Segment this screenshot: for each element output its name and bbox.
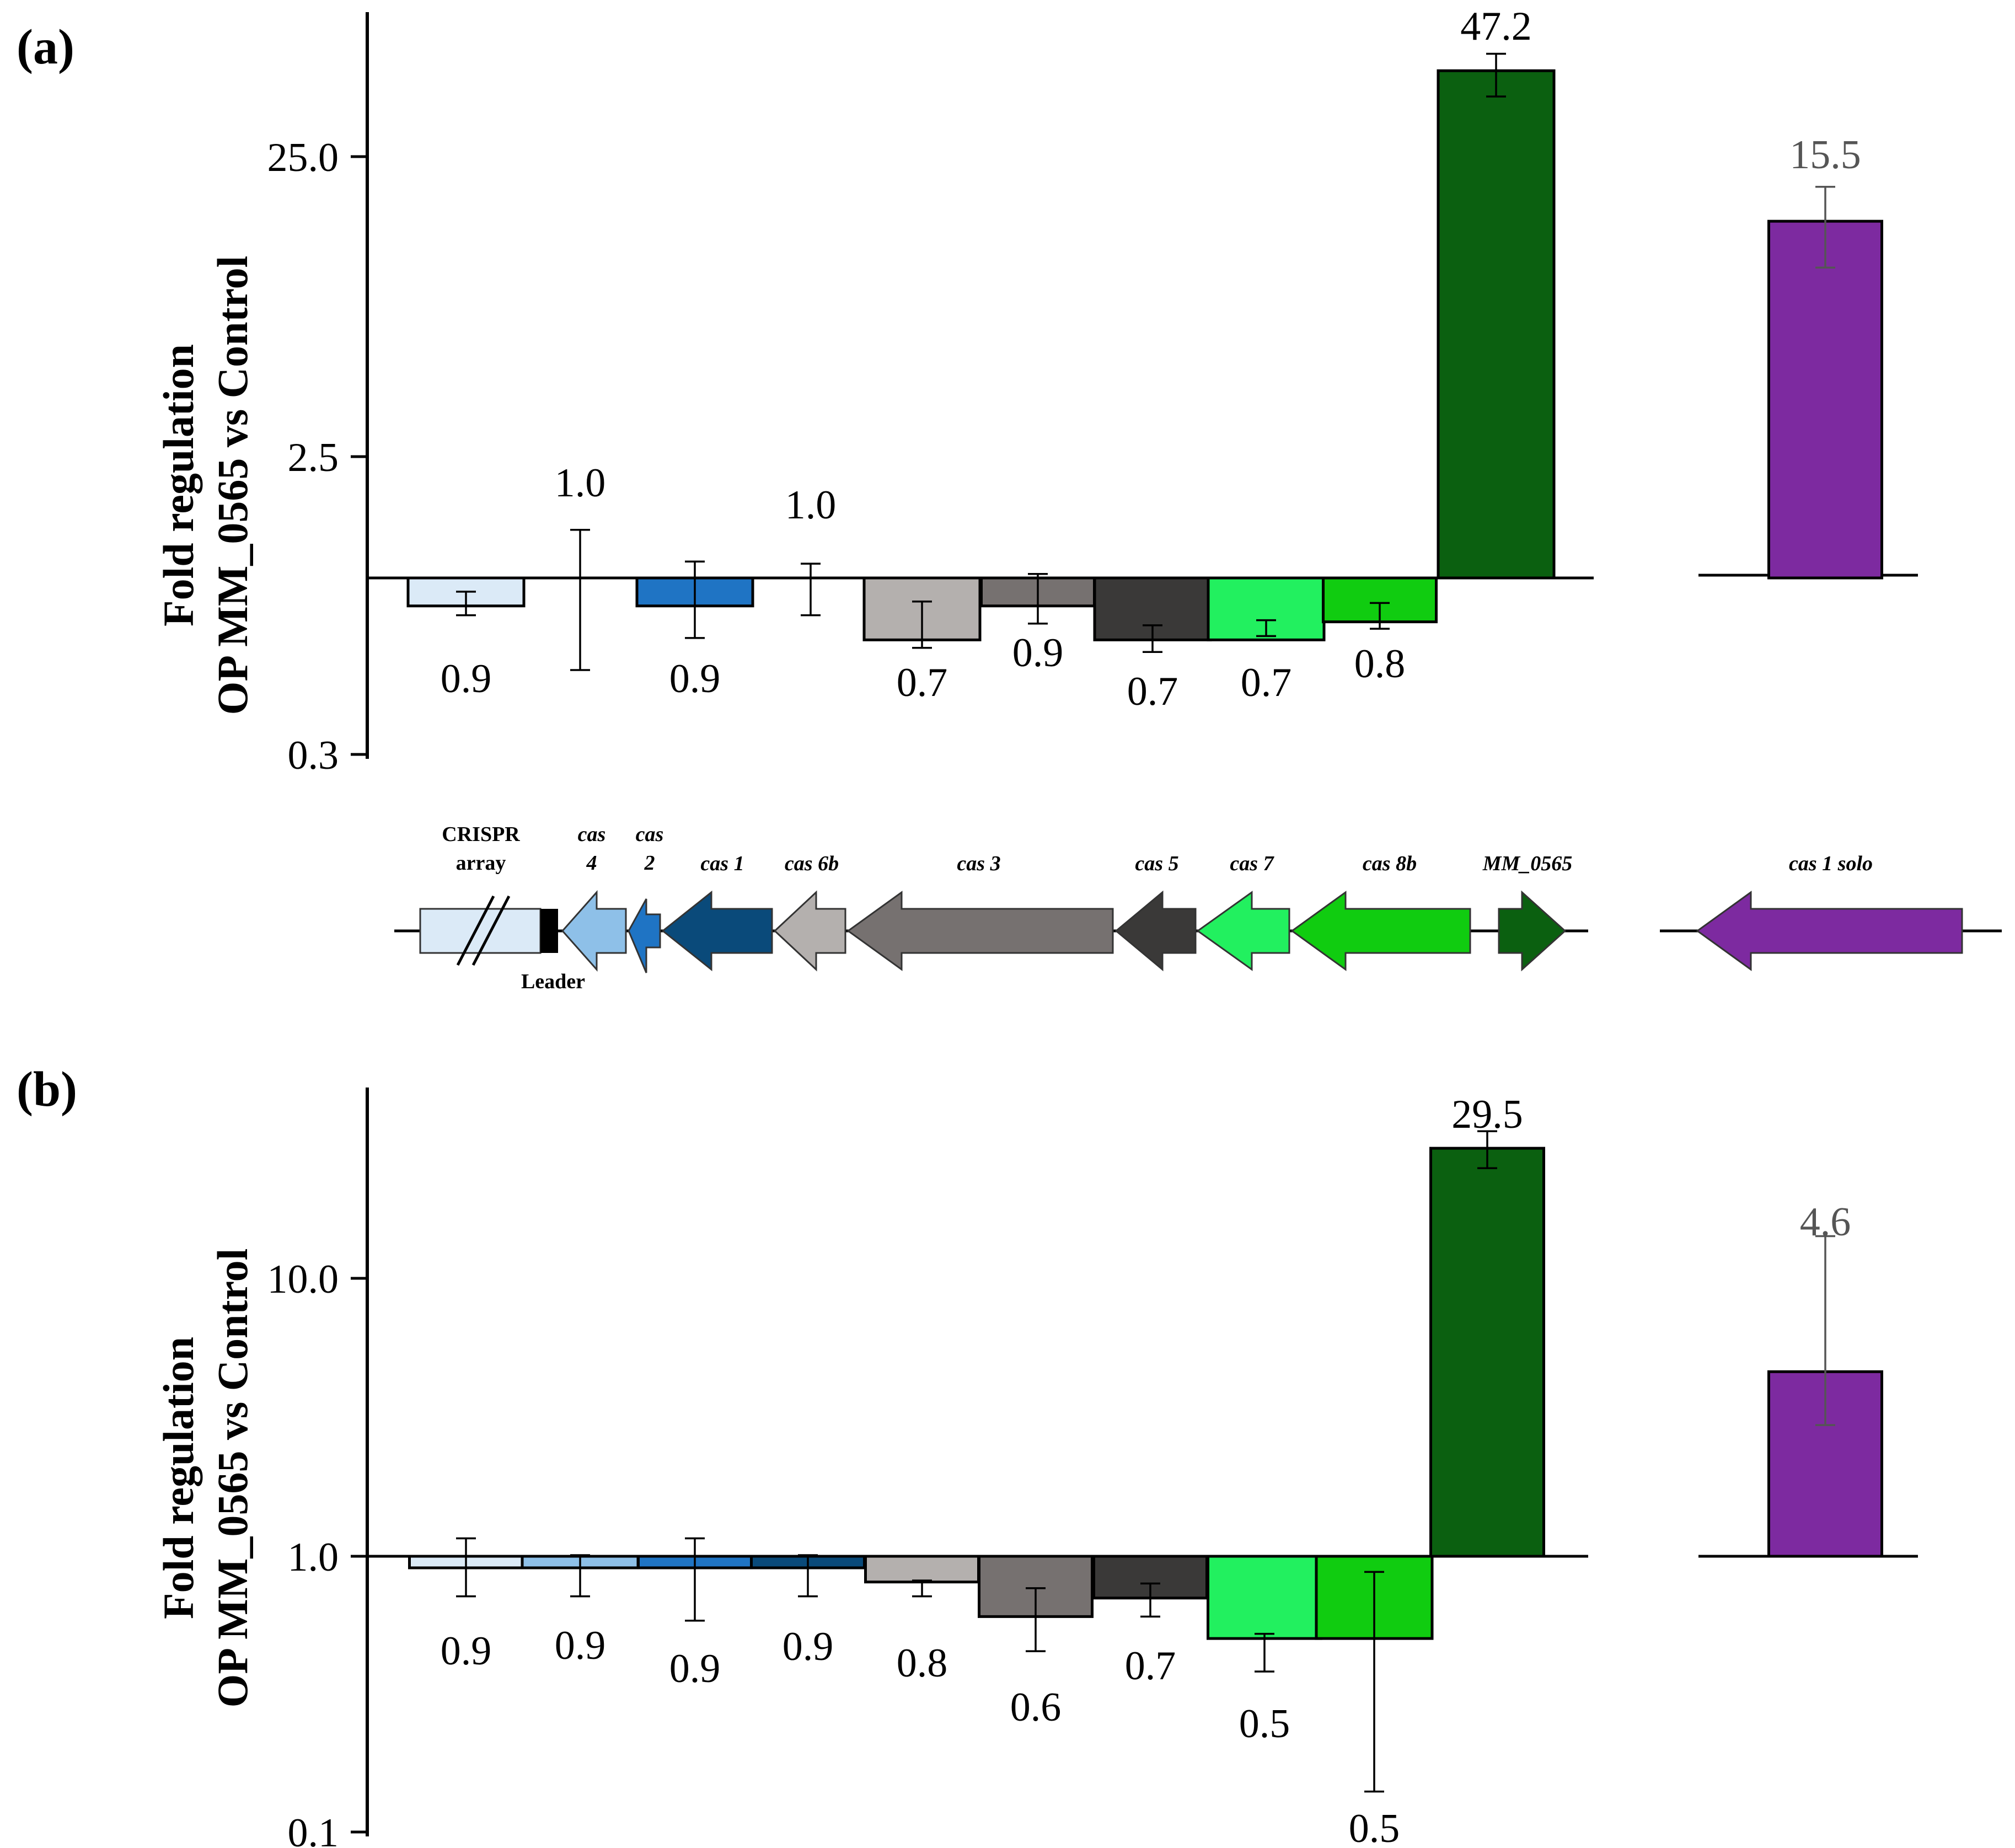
mm0565-arrow (1498, 890, 1567, 972)
gene-label-cas7: cas 7 (1230, 852, 1274, 875)
leader-box (540, 909, 558, 953)
panel-b: (b) Fold regulation OP MM_0565 vs Contro… (17, 1062, 1918, 1848)
cas7-arrow (1196, 891, 1290, 971)
cas6b-arrow (773, 890, 846, 972)
panel-a-bar-mm0565 (1437, 69, 1556, 580)
panel-b-bar-group-cas4: 0.9 (521, 1554, 640, 1668)
panel-b-label: (b) (17, 1062, 77, 1117)
panel-b-bar-group-cas5: 0.7 (1092, 1555, 1208, 1689)
panel-a-bar-group-cas8b: 0.8 (1322, 576, 1438, 687)
panel-a-tick-label: 2.5 (288, 435, 339, 480)
panel-b-bar-group-cas1solo: 4.6 (1767, 1199, 1883, 1558)
panel-b-bars: 0.9 0.9 0.9 0.9 0.8 0.6 0.7 0.5 0.5 29.5 4.6 (408, 1092, 1883, 1848)
panel-a-bar-group-cas2: 0.9 (635, 560, 754, 701)
gene-label-crispr: CRISPR array (442, 823, 520, 875)
panel-a-value-label-crispr: 0.9 (441, 656, 492, 701)
cas1-solo-arrow (1696, 891, 1963, 971)
cas4-arrow (561, 890, 627, 972)
panel-b-ylabel-line2: OP MM_0565 vs Control (208, 1249, 256, 1708)
gene-label-cas5: cas 5 (1135, 852, 1178, 875)
panel-a-ylabel-line2: OP MM_0565 vs Control (208, 256, 256, 715)
panel-a-bar-group-mm0565: 47.2 (1437, 4, 1556, 580)
panel-a-value-label-cas7: 0.7 (1241, 660, 1292, 705)
panel-b-value-label-cas8b: 0.5 (1349, 1806, 1400, 1848)
gene-label-cas2: cas 2 (636, 823, 664, 875)
panel-b-value-label-cas6b: 0.8 (897, 1641, 948, 1686)
panel-a-value-label-cas4: 1.0 (555, 460, 606, 506)
cas8b-arrow (1290, 891, 1471, 971)
panel-b-value-label-cas1solo: 4.6 (1800, 1199, 1851, 1245)
panel-b-bar-group-cas2: 0.9 (637, 1537, 753, 1691)
panel-a-bar-group-cas6b: 0.7 (862, 576, 982, 705)
panel-a-bar-group-cas1solo: 15.5 (1767, 132, 1883, 580)
cas2-arrow (628, 898, 661, 973)
panel-b-bar-cas7 (1207, 1555, 1322, 1640)
panel-a-value-label-cas5: 0.7 (1127, 669, 1178, 714)
panel-a-bar-group-crispr: 0.9 (406, 576, 526, 701)
panel-b-value-label-cas1: 0.9 (783, 1624, 834, 1669)
panel-b-bar-group-cas6b: 0.8 (864, 1555, 980, 1686)
panel-a-tick-label: 25.0 (267, 135, 339, 180)
panel-b-bar-group-cas3: 0.6 (978, 1555, 1094, 1730)
panel-a-value-label-mm0565: 47.2 (1460, 4, 1532, 49)
cas1-arrow (661, 890, 773, 972)
panel-a-value-label-cas1: 1.0 (785, 483, 837, 528)
gene-label-cas4: cas 4 (578, 823, 606, 875)
panel-a-value-label-cas3: 0.9 (1012, 630, 1064, 676)
cas3-arrow (846, 891, 1114, 971)
panel-a: (a) Fold regulation OP MM_0565 vs Contro… (17, 4, 1918, 778)
gene-label-cas8b: cas 8b (1363, 852, 1417, 875)
gene-label-mm0565: MM_0565 (1482, 852, 1573, 875)
panel-b-value-label-cas7: 0.5 (1239, 1701, 1290, 1747)
panel-a-value-label-cas1solo: 15.5 (1789, 132, 1861, 178)
panel-a-value-label-cas2: 0.9 (669, 656, 721, 701)
panel-b-ylabel-line1: Fold regulation (154, 1337, 202, 1619)
panel-a-value-label-cas8b: 0.8 (1354, 641, 1406, 687)
panel-b-tick-label: 0.1 (288, 1810, 339, 1848)
panel-a-bar-group-cas7: 0.7 (1207, 576, 1326, 705)
panel-a-bar-group-cas3: 0.9 (980, 573, 1096, 676)
panel-b-value-label-cas2: 0.9 (669, 1646, 721, 1691)
panel-b-bar-cas6b (864, 1555, 980, 1584)
gene-map: CRISPR array cas 4 cas 2 cas 1 cas 6b cas 3 cas 5… (394, 823, 2002, 993)
panel-b-value-label-mm0565: 29.5 (1451, 1092, 1523, 1137)
panel-b-tick-label: 10.0 (267, 1257, 339, 1302)
panel-b-bar-group-crispr: 0.9 (408, 1537, 524, 1674)
gene-label-cas3: cas 3 (957, 852, 1000, 875)
panel-b-value-label-cas4: 0.9 (555, 1623, 606, 1668)
cas5-arrow (1114, 890, 1197, 972)
panel-a-ticks: 0.3 2.5 25.0 (267, 135, 367, 778)
crispr-break-mark-1 (456, 895, 495, 966)
gene-label-cas1: cas 1 (700, 852, 744, 875)
panel-a-tick-label: 0.3 (288, 733, 339, 778)
crispr-array-box (419, 908, 542, 954)
panel-a-value-label-cas6b: 0.7 (897, 660, 948, 705)
panel-b-bar-group-cas8b: 0.5 (1315, 1555, 1434, 1848)
panel-a-bar-group-cas5: 0.7 (1093, 576, 1212, 714)
crispr-break-mark-2 (471, 895, 511, 966)
panel-a-bars: 0.9 1.0 0.9 1.0 0.7 0.9 0.7 0.7 0.8 47.2 15.5 (406, 4, 1883, 714)
panel-b-bar-group-cas7: 0.5 (1207, 1555, 1322, 1747)
panel-b-bar-group-cas1: 0.9 (750, 1554, 866, 1669)
gene-label-cas1solo: cas 1 solo (1789, 852, 1873, 875)
gene-labels: CRISPR array cas 4 cas 2 cas 1 cas 6b cas 3 cas 5… (442, 823, 1873, 875)
panel-a-ylabel-line1: Fold regulation (154, 344, 202, 626)
panel-b-bar-mm0565 (1429, 1147, 1545, 1558)
panel-b-ticks: 0.1 1.0 10.0 (267, 1257, 367, 1848)
leader-label: Leader (521, 970, 585, 993)
panel-b-bar-group-mm0565: 29.5 (1429, 1092, 1545, 1558)
panel-a-bar-cas1solo (1767, 219, 1883, 580)
panel-b-tick-label: 1.0 (288, 1535, 339, 1580)
panel-b-value-label-crispr: 0.9 (441, 1629, 492, 1674)
panel-a-bar-group-cas4: 1.0 (555, 460, 606, 671)
panel-b-value-label-cas3: 0.6 (1010, 1685, 1062, 1730)
panel-a-label: (a) (17, 20, 74, 74)
panel-a-bar-group-cas1: 1.0 (785, 483, 837, 617)
gene-label-cas6b: cas 6b (785, 852, 839, 875)
panel-b-value-label-cas5: 0.7 (1125, 1643, 1176, 1689)
